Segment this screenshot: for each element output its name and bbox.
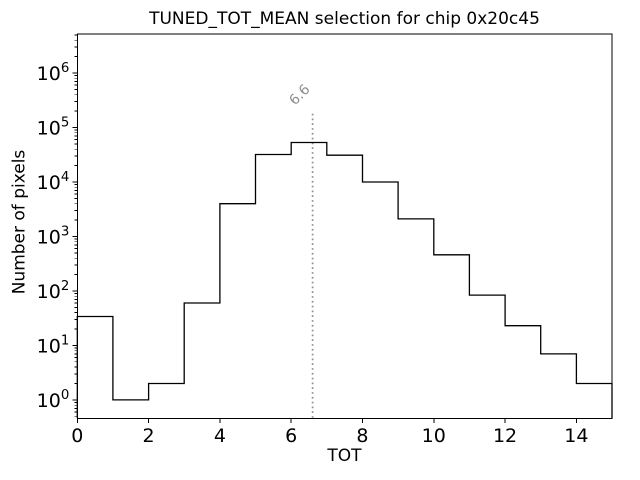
y-tick-label: 103 — [37, 224, 70, 248]
histogram-step-line — [76, 141, 613, 419]
y-tick-label: 105 — [37, 115, 70, 139]
plot-border — [76, 33, 613, 419]
y-tick-label: 104 — [37, 170, 70, 194]
y-tick-label: 101 — [37, 333, 70, 357]
x-axis-ticks: 0 2 4 6 8 10 12 14 — [71, 418, 588, 447]
y-tick-label: 106 — [37, 61, 70, 85]
x-tick-label: 14 — [564, 425, 588, 447]
y-tick-label: 100 — [37, 388, 70, 412]
y-axis-label: Number of pixels — [9, 149, 30, 295]
x-axis-label: TOT — [327, 446, 362, 466]
chart-title: TUNED_TOT_MEAN selection for chip 0x20c4… — [149, 8, 540, 29]
y-axis-minor-ticks — [74, 34, 78, 417]
x-tick-label: 8 — [356, 425, 368, 447]
x-tick-label: 0 — [71, 425, 83, 447]
x-tick-label: 6 — [285, 425, 297, 447]
x-tick-label: 12 — [493, 425, 517, 447]
x-tick-label: 4 — [214, 425, 226, 447]
x-tick-label: 10 — [422, 425, 446, 447]
y-tick-label: 102 — [37, 279, 70, 303]
y-axis-ticks: 100 101 102 103 104 105 106 — [37, 61, 78, 412]
x-tick-label: 2 — [143, 425, 155, 447]
